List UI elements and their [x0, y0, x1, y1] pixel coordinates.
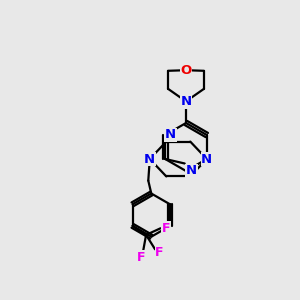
Text: F: F [155, 246, 164, 260]
Text: F: F [137, 251, 146, 264]
Text: N: N [186, 164, 197, 178]
Text: O: O [180, 64, 192, 77]
Text: F: F [162, 222, 170, 235]
Text: N: N [201, 152, 212, 166]
Text: N: N [180, 95, 192, 108]
Text: N: N [165, 128, 176, 142]
Text: N: N [144, 152, 155, 166]
